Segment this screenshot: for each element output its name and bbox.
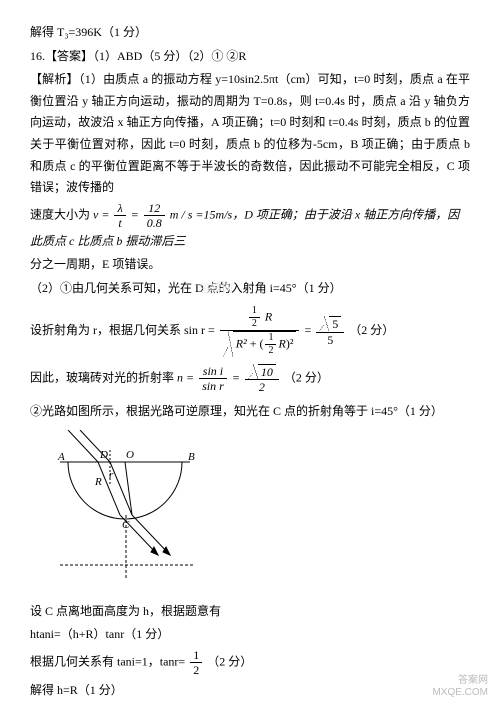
tanr-pre: 根据几何关系有 tani=1，tanr= <box>30 655 185 669</box>
n-pre: 因此，玻璃砖对光的折射率 <box>30 371 174 385</box>
num-R: R <box>265 310 272 324</box>
R2: R² <box>236 337 247 351</box>
sqrt5: 5 <box>319 316 341 331</box>
line-q16-answer: 16.【答案】（1）ABD（5 分）（2）① ②R <box>30 46 470 68</box>
eq2: = <box>304 323 314 337</box>
n-frac: sin i sin r <box>199 364 227 394</box>
num-12: 12 <box>144 201 165 216</box>
label-O: O <box>126 449 134 461</box>
line-t3: 解得 T₃=396K（1 分） <box>30 22 470 44</box>
n-res-num: 10 <box>245 363 279 380</box>
label-B: B <box>188 451 195 463</box>
label-C: C <box>122 519 130 531</box>
sinr-big-den: R² + ( 1 2 R)² <box>220 331 300 357</box>
half-num: 1 <box>249 305 260 318</box>
analysis-para: 【解析】（1）由质点 a 的振动方程 y=10sin2.5πt（cm）可知，t=… <box>30 69 470 199</box>
tanr-score: （2 分） <box>207 655 252 669</box>
plus: + <box>250 337 260 351</box>
velocity-line: 速度大小为 v = λ t = 12 0.8 m / s =15m/s，D 项正… <box>30 201 470 252</box>
sini: sin i <box>199 364 227 379</box>
n-res-frac: 10 2 <box>245 363 279 394</box>
sqrt10: 10 <box>248 364 276 379</box>
res-num: 5 <box>316 316 344 333</box>
sinr: sin r <box>199 379 227 393</box>
eq-mid: = <box>131 207 142 221</box>
line-p5: 分之一周期，E 项错误。 <box>30 254 470 276</box>
n-eq2: = <box>232 371 243 385</box>
frac-lambda-t: λ t <box>114 201 125 231</box>
inner-half: 1 2 <box>265 332 276 357</box>
sinr-big-frac: 1 2 R R² + ( 1 2 R)² <box>220 305 300 357</box>
half-frac: 1 2 <box>249 305 260 330</box>
rad10: 10 <box>258 364 276 379</box>
label-D: D <box>99 449 108 461</box>
tanr-den: 2 <box>190 663 202 677</box>
n-eq: n = <box>177 371 197 385</box>
line-p6: （2）①由几何关系可知，光在 D 点的入射角 i=45°（1 分） <box>30 278 470 300</box>
den-t: t <box>114 216 125 230</box>
semicircle <box>68 462 182 519</box>
label-A: A <box>57 451 65 463</box>
ihnum: 1 <box>265 332 276 345</box>
velocity-pre: 速度大小为 <box>30 207 90 221</box>
n-formula: n = sin i sin r = 10 2 <box>177 363 281 394</box>
den-08: 0.8 <box>144 216 165 230</box>
wm1: 答案网 <box>432 675 488 687</box>
label-R: R <box>94 476 102 488</box>
sinr-score: （2 分） <box>349 323 394 337</box>
sinr-line: 设折射角为 r，根据几何关系 sin r = 1 2 R R² + ( 1 2 <box>30 305 470 357</box>
refraction-diagram: A D O B R r C <box>40 430 470 593</box>
tanr-frac: 1 2 <box>190 648 202 678</box>
sinr-big-num: 1 2 R <box>220 305 300 331</box>
sinr-formula: 1 2 R R² + ( 1 2 R)² = <box>218 305 346 357</box>
wm2: MXQE.COM <box>432 687 488 699</box>
line-p9: ②光路如图所示，根据光路可逆原理，知光在 C 点的折射角等于 i=45°（1 分… <box>30 401 470 423</box>
line-p10: 设 C 点离地面高度为 h，根据题意有 <box>30 601 470 623</box>
line-p13: 解得 h=R（1 分） <box>30 680 470 702</box>
diagram-svg: A D O B R r C <box>40 430 210 585</box>
tanr-formula: 1 2 <box>188 648 204 678</box>
label-r: r <box>109 469 114 481</box>
line-p11: htani=（h+R）tanr（1 分） <box>30 624 470 646</box>
half-den: 2 <box>249 318 260 330</box>
v-eq: v = <box>93 207 109 221</box>
num-lambda: λ <box>114 201 125 216</box>
n-res-den: 2 <box>245 380 279 394</box>
rad-den: R² + ( 1 2 R)² <box>233 331 297 357</box>
result-frac: 5 5 <box>316 316 344 347</box>
tanr-line: 根据几何关系有 tani=1，tanr= 1 2 （2 分） <box>30 648 470 678</box>
watermark-center: 答案网 <box>200 280 233 300</box>
sinr-pre: 设折射角为 r，根据几何关系 sin r = <box>30 323 215 337</box>
watermark-br: 答案网 MXQE.COM <box>432 675 488 699</box>
n-score: （2 分） <box>284 371 329 385</box>
n-line: 因此，玻璃砖对光的折射率 n = sin i sin r = 10 2 （2 分… <box>30 363 470 394</box>
sqrt-den: R² + ( 1 2 R)² <box>223 331 297 357</box>
iR: R <box>278 337 285 351</box>
velocity-formula: v = λ t = 12 0.8 <box>93 201 167 231</box>
frac-12-08: 12 0.8 <box>144 201 165 231</box>
incident-ray-2 <box>68 430 98 462</box>
sq: ² <box>290 337 294 351</box>
ihden: 2 <box>265 345 276 357</box>
tanr-num: 1 <box>190 648 202 663</box>
res-den: 5 <box>316 333 344 347</box>
rad5: 5 <box>329 316 341 331</box>
